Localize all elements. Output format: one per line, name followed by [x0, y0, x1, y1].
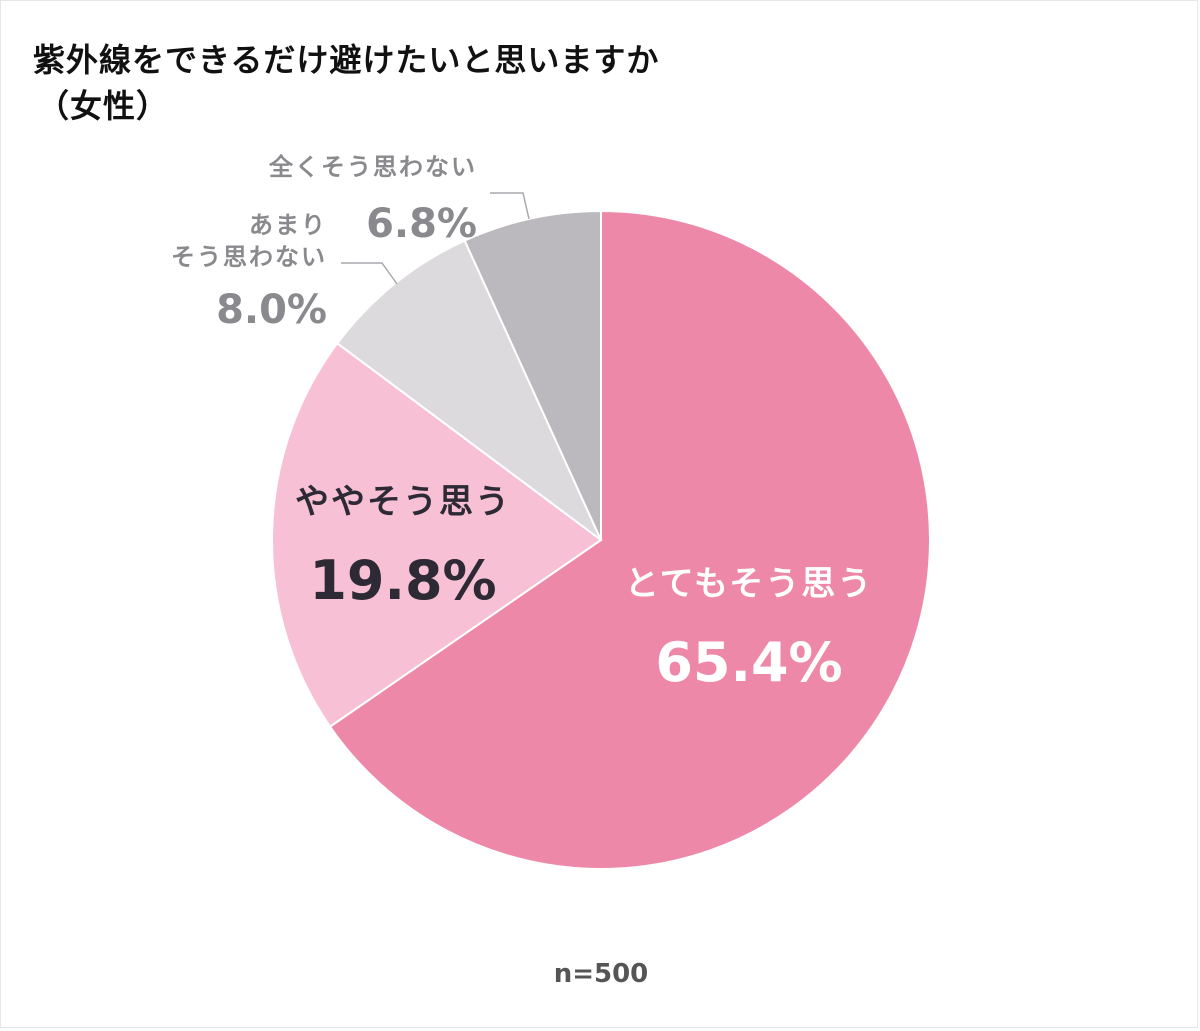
slice-value-3: 6.8% — [366, 201, 477, 247]
slice-value-1: 19.8% — [309, 549, 496, 612]
slice-label-2-line-1: そう思わない — [171, 243, 327, 271]
leader-line-3 — [490, 192, 530, 220]
pie-slice-3 — [463, 209, 602, 541]
leader-line-2 — [341, 262, 398, 285]
chart-subtitle: （女性） — [37, 87, 170, 125]
slice-label-3-line-0: 全くそう思わない — [268, 153, 477, 181]
slice-label-1-line-0: ややそう思う — [295, 482, 511, 522]
pie-slice-2 — [335, 239, 602, 541]
pie-slice-0 — [328, 209, 931, 870]
chart-title: 紫外線をできるだけ避けたいと思いますか — [33, 41, 660, 79]
slice-value-0: 65.4% — [655, 631, 842, 694]
slice-value-2: 8.0% — [216, 287, 327, 333]
sample-size-note: n=500 — [553, 959, 649, 989]
slice-label-2-line-0: あまり — [249, 211, 327, 239]
slice-label-0-line-0: とてもそう思う — [625, 564, 874, 604]
pie-slice-1 — [271, 341, 603, 729]
